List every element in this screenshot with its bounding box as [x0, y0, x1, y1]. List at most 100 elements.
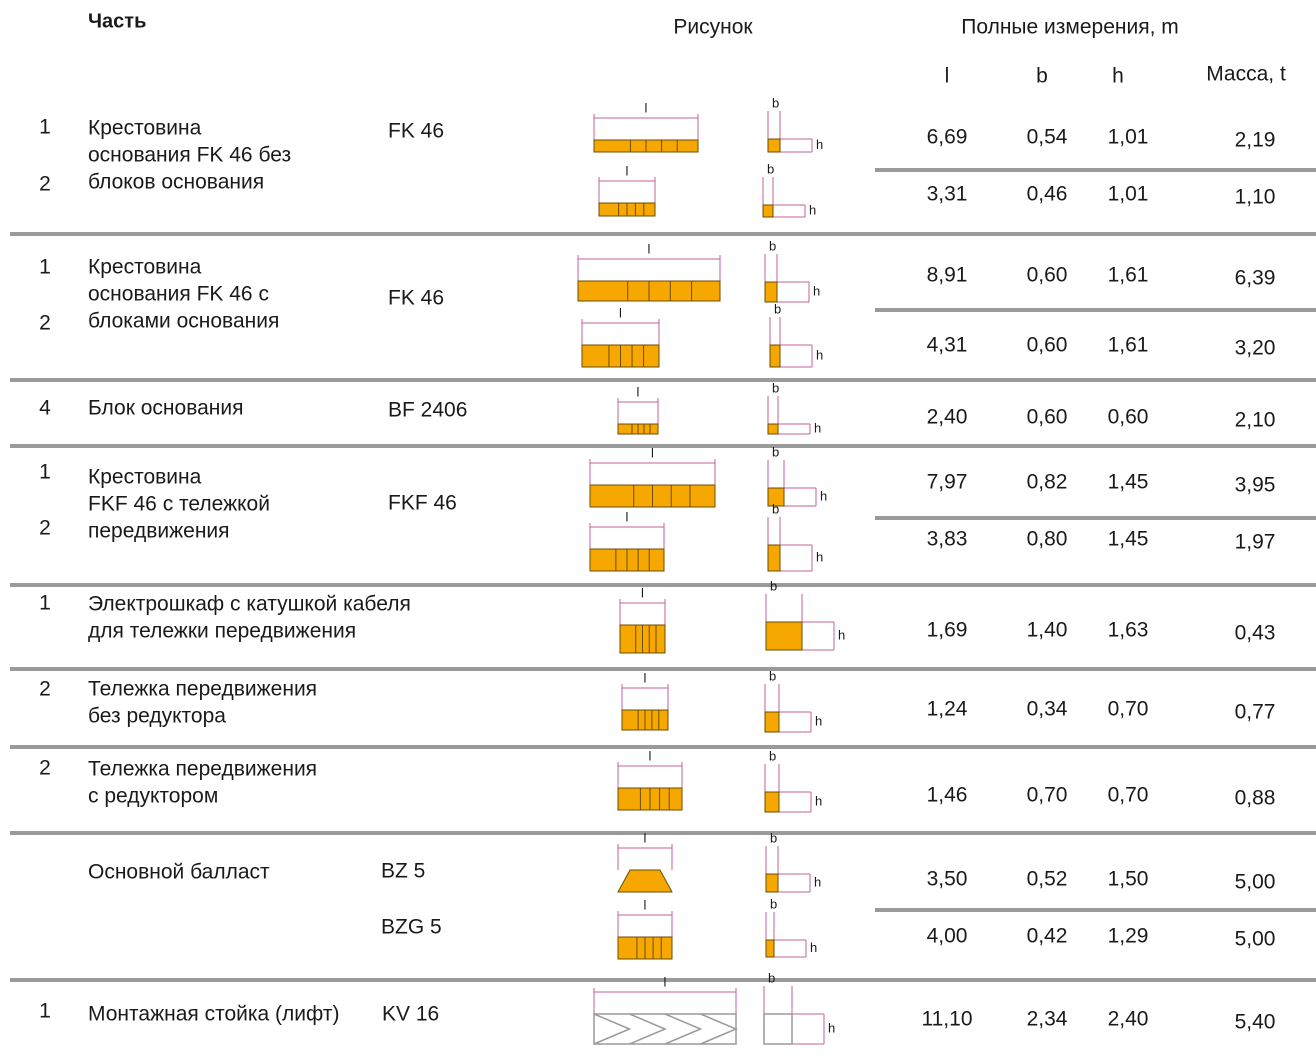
- part-code: KV 16: [382, 1003, 439, 1026]
- drawing-label: l: [626, 509, 629, 524]
- quantity: 1: [39, 1000, 51, 1023]
- drawing-body: [769, 344, 781, 368]
- value-mass: 1,10: [1235, 186, 1276, 209]
- header-h: h: [1112, 65, 1124, 88]
- drawing-label: b: [772, 380, 779, 395]
- part-name: для тележки передвижения: [88, 620, 356, 643]
- part-code: BZG 5: [381, 916, 442, 939]
- value-mass: 5,00: [1235, 928, 1276, 951]
- drawing-body: [617, 869, 673, 893]
- drawing-label: h: [820, 488, 827, 503]
- drawing-label: l: [644, 897, 647, 912]
- value-h: 1,29: [1108, 925, 1149, 948]
- part-name: Крестовина: [88, 466, 202, 489]
- quantity: 1: [39, 256, 51, 279]
- drawing-body: [767, 544, 781, 572]
- header-b: b: [1036, 65, 1048, 88]
- drawing-label: h: [814, 874, 821, 889]
- quantity: 4: [39, 397, 51, 420]
- part-name: блоков основания: [88, 171, 264, 194]
- header-dimensions: Полные измерения, m: [961, 16, 1178, 39]
- truss-brace: [664, 1013, 703, 1045]
- drawing-label: b: [769, 238, 776, 253]
- value-h: 1,61: [1108, 334, 1149, 357]
- drawing-body: [764, 281, 778, 303]
- drawing-label: b: [772, 501, 779, 516]
- drawing-label: b: [769, 668, 776, 683]
- drawing-label: h: [816, 347, 823, 362]
- drawing-body: [767, 138, 781, 153]
- value-b: 0,60: [1027, 264, 1068, 287]
- part-name: Крестовина: [88, 256, 202, 279]
- drawing-label: h: [838, 627, 845, 642]
- part-code: BF 2406: [388, 399, 467, 422]
- drawing-body: [767, 487, 785, 507]
- drawing-label: b: [770, 830, 777, 845]
- drawing-label: l: [641, 585, 644, 600]
- value-l: 11,10: [922, 1008, 973, 1031]
- header-part: Часть: [88, 10, 146, 32]
- value-b: 0,82: [1027, 471, 1068, 494]
- value-h: 1,01: [1108, 126, 1149, 149]
- value-l: 3,31: [927, 183, 968, 206]
- quantity: 2: [39, 173, 51, 196]
- drawing-label: b: [770, 578, 777, 593]
- part-name: блоками основания: [88, 310, 279, 333]
- drawing-label: l: [644, 830, 647, 845]
- drawing-label: l: [651, 445, 654, 460]
- value-l: 7,97: [927, 471, 968, 494]
- value-b: 0,42: [1027, 925, 1068, 948]
- part-name: Крестовина: [88, 117, 202, 140]
- truss-brace: [629, 1013, 667, 1045]
- quantity: 1: [39, 592, 51, 615]
- part-name: Тележка передвижения: [88, 678, 317, 701]
- value-h: 1,45: [1108, 471, 1149, 494]
- part-name: Монтажная стойка (лифт): [88, 1003, 339, 1026]
- value-h: 1,01: [1108, 183, 1149, 206]
- drawing-label: l: [626, 163, 629, 178]
- part-name: передвижения: [88, 520, 230, 543]
- value-b: 0,54: [1027, 126, 1068, 149]
- drawing-label: b: [768, 970, 775, 985]
- drawing-label: l: [644, 670, 647, 685]
- drawing-label: l: [649, 748, 652, 763]
- header-l: l: [945, 65, 950, 88]
- value-h: 1,50: [1108, 868, 1149, 891]
- value-h: 0,70: [1108, 784, 1149, 807]
- value-b: 0,60: [1027, 406, 1068, 429]
- value-b: 0,34: [1027, 698, 1068, 721]
- value-l: 3,83: [927, 528, 968, 551]
- value-b: 0,52: [1027, 868, 1068, 891]
- value-l: 1,24: [927, 698, 968, 721]
- value-mass: 5,40: [1235, 1011, 1276, 1034]
- drawing-label: l: [619, 305, 622, 320]
- quantity: 2: [39, 312, 51, 335]
- drawing-label: l: [637, 384, 640, 399]
- part-code: FK 46: [388, 120, 444, 143]
- value-h: 0,60: [1108, 406, 1149, 429]
- value-l: 4,31: [927, 334, 968, 357]
- value-l: 4,00: [927, 925, 968, 948]
- drawing-label: h: [809, 202, 816, 217]
- part-name: без редуктора: [88, 705, 226, 728]
- drawing-body: [763, 1013, 793, 1045]
- value-l: 1,69: [927, 619, 968, 642]
- part-code: BZ 5: [381, 860, 425, 883]
- drawing-label: h: [816, 549, 823, 564]
- part-name: Тележка передвижения: [88, 758, 317, 781]
- drawing-label: h: [816, 137, 823, 152]
- value-h: 1,63: [1108, 619, 1149, 642]
- value-h: 0,70: [1108, 698, 1149, 721]
- drawing-body: [762, 204, 774, 218]
- value-mass: 0,43: [1235, 622, 1276, 645]
- drawing-body: [764, 711, 780, 733]
- value-h: 1,61: [1108, 264, 1149, 287]
- drawing-label: b: [772, 95, 779, 110]
- drawing-label: h: [815, 713, 822, 728]
- drawing-label: b: [769, 748, 776, 763]
- value-mass: 0,88: [1235, 787, 1276, 810]
- truss-brace: [593, 1013, 632, 1045]
- drawing-body: [765, 621, 803, 651]
- value-b: 1,40: [1027, 619, 1068, 642]
